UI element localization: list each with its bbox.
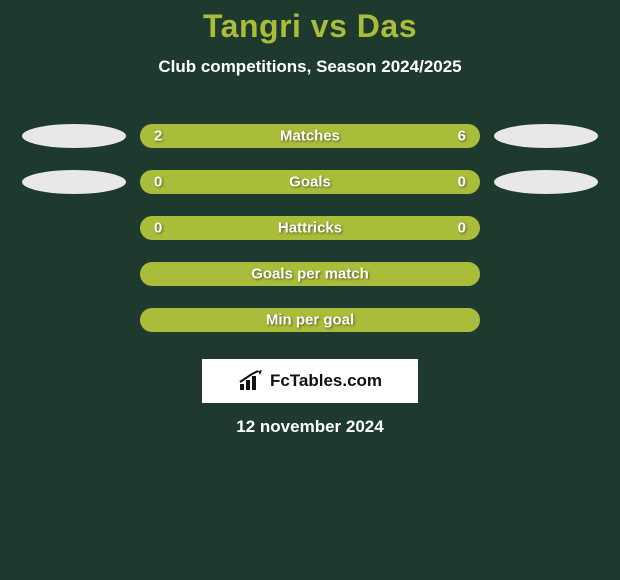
page-title: Tangri vs Das [0, 8, 620, 45]
stat-label: Goals [289, 174, 331, 191]
stat-left-value: 0 [154, 174, 162, 191]
bar-fill-right [310, 170, 480, 194]
stat-label: Matches [280, 128, 340, 145]
bar-fill-left [140, 170, 310, 194]
stat-bar: 0 0 Hattricks [140, 216, 480, 240]
stat-bar: Min per goal [140, 308, 480, 332]
player1-shape [22, 124, 126, 148]
logo-text: FcTables.com [270, 371, 382, 391]
logo-box: FcTables.com [202, 359, 418, 403]
stat-row: Goals per match [0, 251, 620, 297]
stat-label: Min per goal [266, 312, 354, 329]
player2-name: Das [357, 8, 417, 44]
stat-left-value: 2 [154, 128, 162, 145]
player2-shape [494, 170, 598, 194]
date-text: 12 november 2024 [0, 417, 620, 437]
bar-fill-right [215, 124, 480, 148]
stat-bar: 2 6 Matches [140, 124, 480, 148]
player1-shape [22, 170, 126, 194]
player2-shape [494, 124, 598, 148]
comparison-card: Tangri vs Das Club competitions, Season … [0, 0, 620, 437]
stat-row: 0 0 Hattricks [0, 205, 620, 251]
stat-rows: 2 6 Matches 0 0 Goals 0 0 Hattricks Goals per mat… [0, 113, 620, 343]
subtitle: Club competitions, Season 2024/2025 [0, 57, 620, 77]
stat-bar: Goals per match [140, 262, 480, 286]
logo-chart-icon [238, 370, 264, 392]
stat-label: Goals per match [251, 266, 369, 283]
stat-row: Min per goal [0, 297, 620, 343]
stat-row: 0 0 Goals [0, 159, 620, 205]
stat-bar: 0 0 Goals [140, 170, 480, 194]
stat-right-value: 0 [458, 220, 466, 237]
stat-row: 2 6 Matches [0, 113, 620, 159]
stat-left-value: 0 [154, 220, 162, 237]
stat-right-value: 0 [458, 174, 466, 191]
stat-right-value: 6 [458, 128, 466, 145]
stat-label: Hattricks [278, 220, 342, 237]
bar-fill-left [140, 124, 215, 148]
vs-text: vs [311, 8, 348, 44]
player1-name: Tangri [203, 8, 301, 44]
